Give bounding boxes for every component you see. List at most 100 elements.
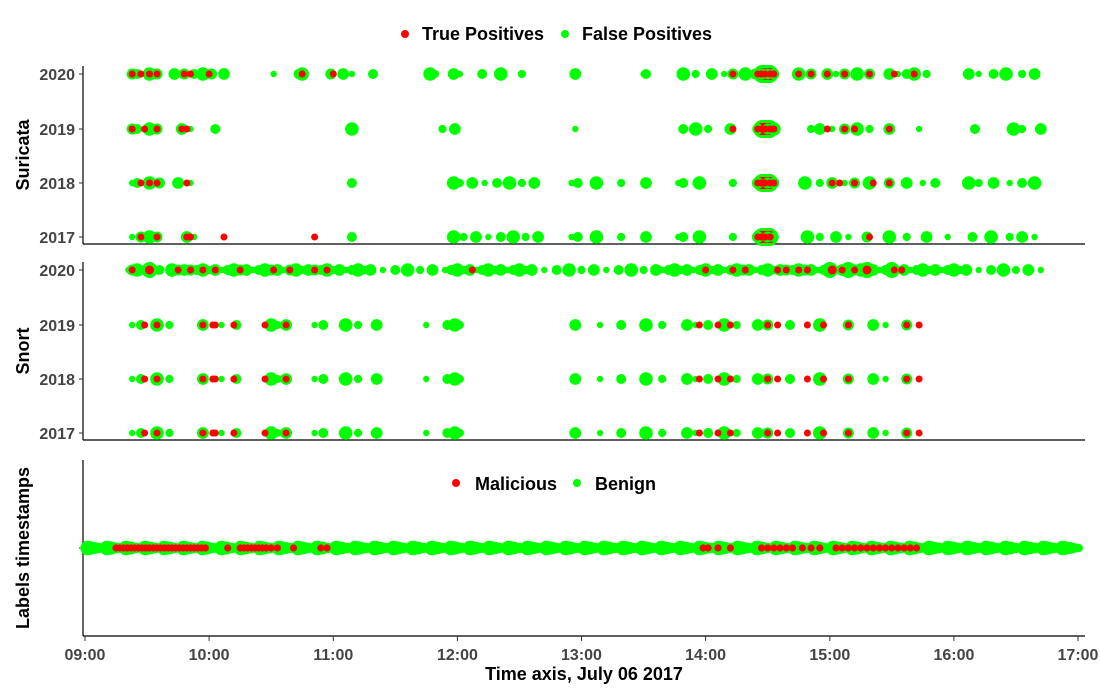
snort-fp-2018 [455,374,464,384]
suricata-tp-2020 [770,70,778,78]
labels-malicious-point [894,544,902,552]
suricata-tp-2020 [146,70,153,78]
snort-fp-2017 [569,427,582,439]
snort-tp-2017 [714,429,722,437]
snort-fp-2019 [616,320,627,330]
suricata-fp-2020 [832,70,840,78]
snort-tp-2017 [141,429,149,437]
snort-fp-2018 [338,372,353,386]
snort-tp-2020 [311,266,319,274]
labels-malicious-point [776,544,784,552]
snort-fp-2017 [311,429,318,437]
suricata-tp-2019 [761,125,769,133]
suricata-fp-2020 [738,67,753,81]
snort-fp-2019 [455,320,464,330]
suricata-tp-2020 [795,70,803,78]
snort-tp-2020 [236,266,244,274]
snort-fp-2018 [751,373,764,385]
suricata-tp-2019 [128,125,136,133]
suricata-tp-2019 [823,125,831,133]
labels-malicious-point [757,544,766,552]
snort-fp-2018 [882,375,889,383]
snort-fp-2019 [264,318,279,332]
snort-tp-2019 [903,321,911,329]
suricata-tp-2020 [137,70,145,78]
x-tick-label: 17:00 [1058,647,1099,664]
labels-malicious-point [851,544,859,552]
snort-fp-2019 [867,319,880,331]
labels-malicious-point [838,544,846,552]
snort-fp-2020 [390,265,401,275]
x-tick-label: 11:00 [313,647,353,664]
snort-tp-2017 [695,429,703,437]
panel-labels: Labels timestamps Malicious Benign [13,460,1085,637]
suricata-fp-2018 [900,177,913,189]
snort-fp-2020 [929,264,942,276]
snort-tp-2017 [803,429,811,437]
snort-fp-2020 [588,264,600,276]
suricata-tp-2018 [137,179,145,187]
snort-points [125,262,1045,440]
suricata-fp-2018 [692,176,707,190]
snort-fp-2018 [569,373,582,385]
suricata-fp-2017 [617,232,626,242]
x-tick-label: 09:00 [65,647,106,664]
suricata-tp-2020 [866,70,873,78]
snort-fp-2020 [996,263,1011,277]
snort-tp-2017 [282,429,290,437]
suricata-fp-2018 [640,177,652,189]
snort-fp-2017 [338,426,353,440]
snort-fp-2020 [975,266,982,274]
suricata-fp-2020 [705,68,718,80]
suricata-fp-2018 [572,178,583,188]
suricata-tp-2018 [885,179,893,187]
snort-tp-2018 [261,375,269,383]
snort-fp-2020 [667,263,682,277]
suricata-fp-2020 [721,70,728,78]
snort-fp-2018 [311,375,318,383]
snort-fp-2019 [423,321,430,329]
panel-suricata: 2020 2019 2018 2017 Suricata [13,65,1085,247]
suricata-tick-2019: 2019 [39,122,75,139]
snort-fp-2018 [218,375,225,383]
snort-fp-2020 [481,263,496,277]
suricata-tp-2017 [137,233,145,241]
suricata-tp-2020 [205,70,213,78]
snort-tp-2019 [282,321,290,329]
suricata-fp-2018 [346,178,357,188]
suricata-fp-2020 [975,70,982,78]
snort-tick-2017: 2017 [39,426,75,443]
suricata-fp-2019 [807,124,816,134]
snort-fp-2019 [717,318,731,332]
suricata-fp-2019 [345,122,359,136]
snort-tp-2020 [774,266,782,274]
snort-tp-2020 [898,266,906,274]
snort-tp-2018 [820,375,827,383]
suricata-fp-2020 [922,69,931,79]
snort-tick-2019: 2019 [39,318,75,335]
snort-fp-2018 [596,375,604,383]
snort-tp-2019 [820,321,827,329]
suricata-fp-2019 [449,123,461,135]
snort-fp-2020 [351,263,365,277]
labels-malicious-point [267,544,275,552]
suricata-tick-2018: 2018 [39,176,75,193]
labels-malicious-point [714,544,722,552]
suricata-fp-2020 [430,69,440,79]
suricata-fp-2020 [883,68,896,80]
suricata-fp-2017 [944,233,951,241]
snort-tp-2017 [230,429,238,437]
snort-tp-2019 [764,321,772,329]
suricata-fp-2017 [640,231,652,243]
suricata-tick-2017: 2017 [39,230,75,247]
labels-malicious-point [699,544,707,552]
snort-tp-2020 [795,266,803,274]
suricata-fp-2018 [962,176,976,190]
snort-tp-2018 [915,375,923,383]
snort-fp-2020 [400,263,415,277]
suricata-fp-2017 [692,230,707,244]
suricata-fp-2018 [841,179,848,187]
labels-malicious-point [201,544,209,552]
snort-fp-2020 [154,265,165,275]
snort-tp-2018 [726,375,734,383]
